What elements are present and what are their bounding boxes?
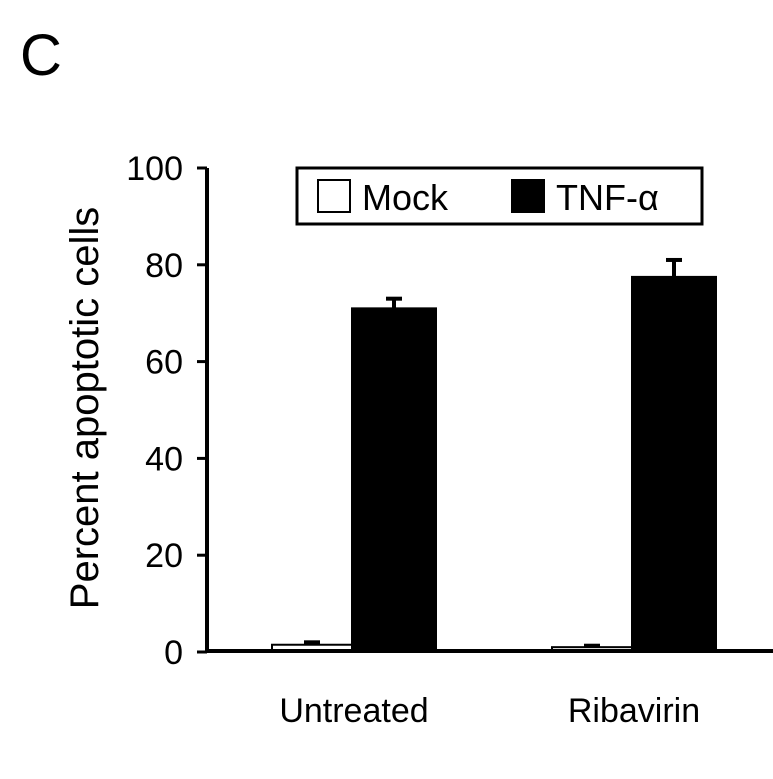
legend-label: TNF-α [556, 177, 659, 218]
x-axis-categories: Untreated Ribavirin [279, 692, 700, 730]
bar-tnf-ribavirin [631, 275, 717, 653]
legend-swatch-mock [317, 179, 351, 213]
legend: Mock TNF-α [295, 166, 704, 226]
bars [271, 257, 717, 653]
y-tick-label: 0 [164, 634, 183, 672]
y-axis-ticks: 0 20 40 60 80 100 [126, 150, 207, 672]
y-axis-title: Percent apoptotic cells [63, 207, 107, 609]
category-label: Untreated [279, 692, 428, 730]
legend-swatch-tnf [511, 179, 545, 213]
y-tick-label: 60 [145, 344, 183, 382]
y-tick-label: 80 [145, 247, 183, 285]
bar-tnf-untreated [351, 307, 437, 653]
y-tick-label: 40 [145, 440, 183, 478]
category-label: Ribavirin [568, 692, 700, 730]
panel-label: C [20, 23, 62, 88]
legend-label: Mock [362, 177, 449, 218]
legend-box [295, 166, 704, 226]
y-tick-label: 100 [126, 150, 183, 188]
y-tick-label: 20 [145, 537, 183, 575]
